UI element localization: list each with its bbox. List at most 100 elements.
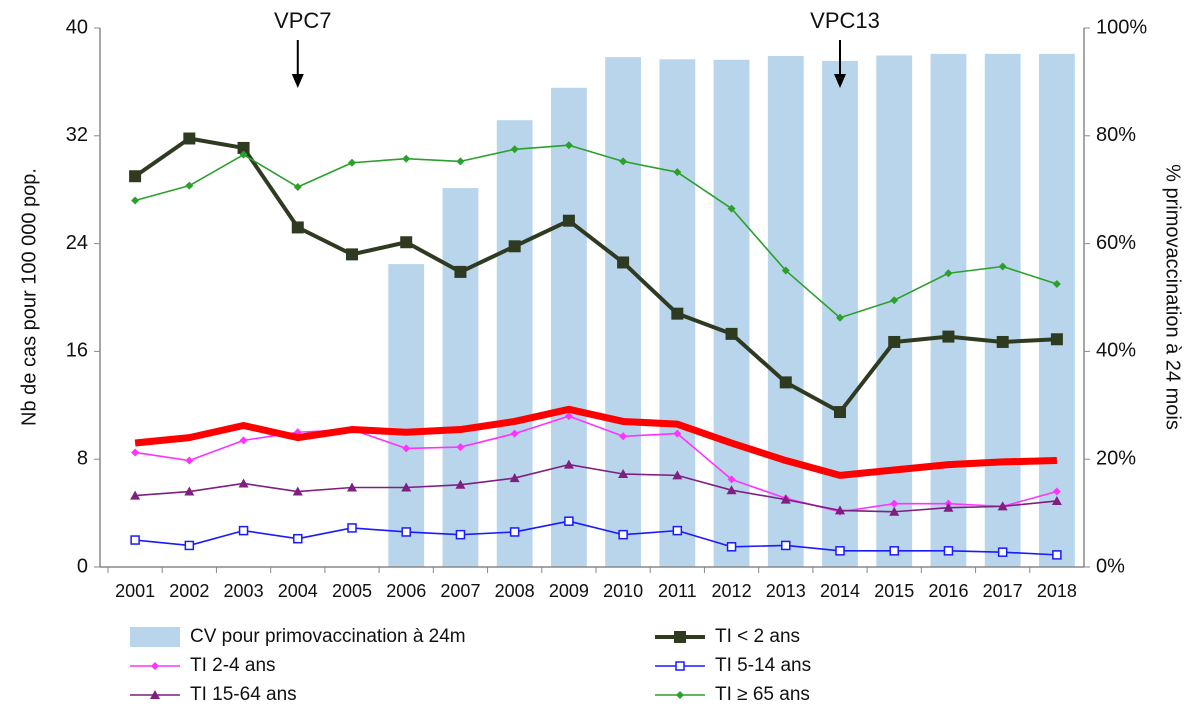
marker [1052, 550, 1062, 560]
marker [672, 525, 683, 536]
marker [835, 546, 845, 556]
legend-label: CV pour primovaccination à 24m [190, 626, 466, 647]
y2-tick-label: 0% [1096, 555, 1125, 577]
annotation: VPC7 [274, 8, 331, 33]
marker [1050, 333, 1063, 346]
marker [238, 525, 249, 536]
marker [672, 470, 683, 480]
marker [943, 546, 954, 556]
marker [510, 429, 519, 438]
marker [835, 505, 845, 515]
marker [1051, 495, 1062, 505]
marker [726, 485, 737, 495]
y-tick-label: 16 [66, 340, 88, 362]
marker [564, 141, 573, 150]
marker [456, 443, 465, 452]
bar [767, 56, 804, 567]
marker [348, 158, 356, 167]
marker [401, 527, 411, 537]
annotation: VPC13 [810, 8, 880, 33]
marker [781, 540, 791, 551]
y-tick-label: 40 [66, 16, 88, 38]
x-tick-label: 2010 [603, 581, 643, 601]
bar [550, 87, 587, 567]
y2-tick-label: 20% [1096, 447, 1136, 469]
marker [727, 475, 736, 484]
x-tick-label: 2005 [332, 581, 372, 601]
marker [888, 335, 901, 348]
marker [131, 196, 140, 205]
marker [564, 516, 574, 526]
marker [151, 662, 159, 670]
bar [496, 120, 533, 567]
legend-swatch [130, 627, 180, 647]
marker [998, 262, 1007, 271]
marker [185, 456, 194, 465]
marker [184, 486, 195, 496]
marker [346, 248, 358, 261]
marker [184, 540, 195, 551]
marker [455, 479, 466, 489]
y2-tick-label: 60% [1096, 232, 1136, 254]
y2-axis-label: % primovaccination à 24 mois [1162, 164, 1184, 430]
bar [984, 53, 1021, 567]
marker [619, 157, 628, 166]
marker [725, 327, 738, 340]
legend-label: TI 2-4 ans [190, 655, 276, 676]
marker [834, 406, 846, 419]
marker [509, 527, 520, 537]
marker [996, 335, 1009, 348]
marker [671, 307, 684, 320]
marker [944, 269, 953, 278]
marker [185, 181, 194, 190]
x-tick-label: 2015 [874, 581, 914, 601]
marker [780, 494, 791, 504]
bar [876, 55, 913, 567]
line [135, 520, 1057, 556]
marker [455, 529, 466, 540]
bar [442, 188, 479, 567]
marker [618, 469, 629, 479]
bar [388, 264, 425, 567]
marker [130, 490, 141, 500]
y2-tick-label: 100% [1096, 16, 1147, 38]
annotation-arrowhead [834, 74, 846, 88]
marker [454, 265, 467, 278]
marker [130, 535, 140, 545]
marker [291, 221, 304, 234]
bar [605, 57, 642, 568]
marker [150, 690, 160, 699]
marker [508, 240, 521, 253]
marker [293, 533, 303, 544]
x-tick-label: 2011 [658, 581, 697, 601]
line [133, 136, 1057, 415]
marker [942, 330, 955, 343]
marker [347, 482, 357, 492]
marker [131, 448, 140, 457]
x-tick-label: 2016 [928, 581, 968, 601]
y2-tick-label: 40% [1096, 340, 1136, 362]
marker [292, 486, 303, 496]
bar [930, 53, 967, 567]
marker [779, 376, 792, 389]
marker [402, 154, 411, 163]
marker [890, 296, 899, 305]
legend-label: TI 5-14 ans [715, 655, 811, 676]
marker [239, 150, 248, 159]
x-tick-label: 2012 [712, 581, 752, 601]
marker [727, 204, 736, 213]
x-tick-label: 2017 [983, 581, 1023, 601]
legend-label: TI < 2 ans [715, 626, 800, 647]
x-tick-label: 2003 [224, 581, 264, 601]
marker [509, 473, 520, 483]
line [134, 144, 1058, 319]
legend-label: TI ≥ 65 ans [715, 684, 810, 705]
y-tick-label: 0 [77, 555, 88, 577]
marker [726, 542, 737, 552]
bar [1038, 53, 1075, 567]
marker [563, 459, 574, 469]
x-tick-label: 2014 [820, 581, 860, 601]
marker [674, 631, 686, 643]
marker [673, 168, 682, 177]
marker [673, 429, 682, 438]
